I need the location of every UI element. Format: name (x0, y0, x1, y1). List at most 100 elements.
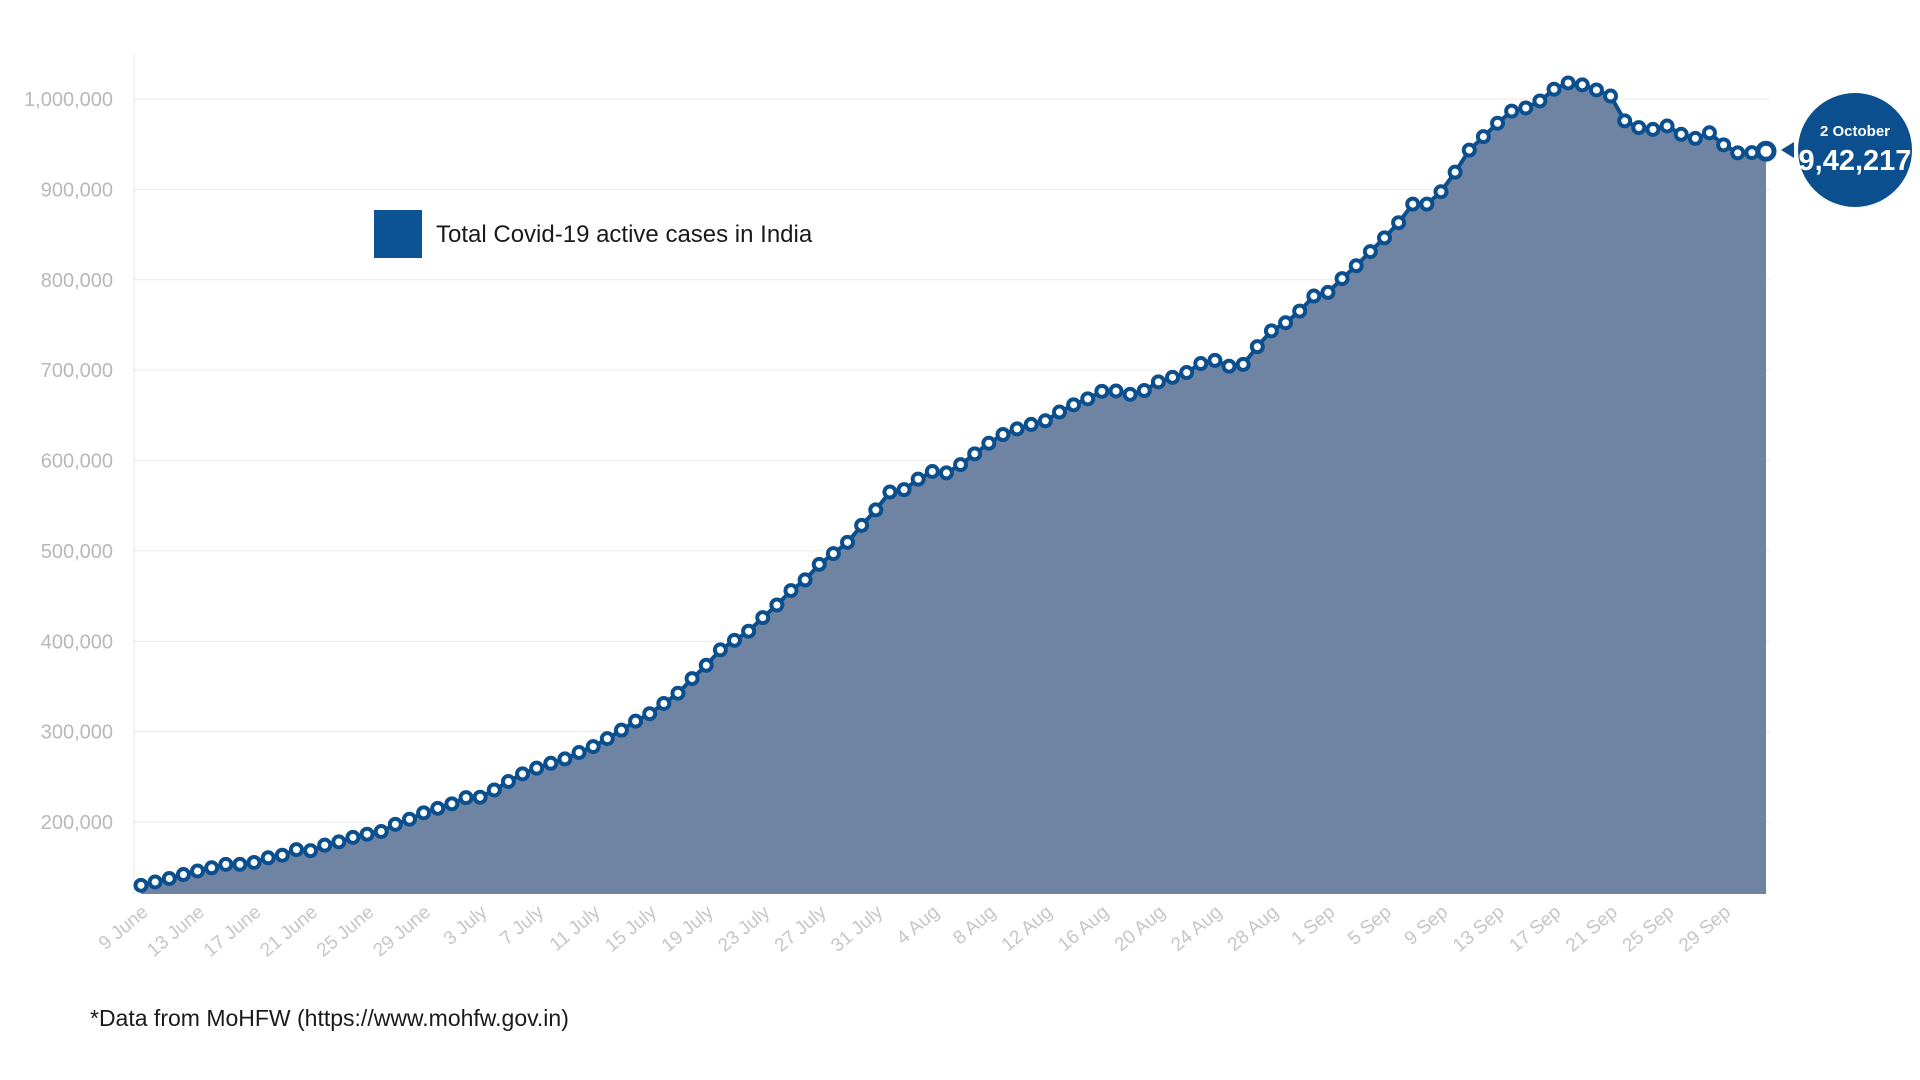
data-point (769, 597, 785, 613)
data-point (1221, 358, 1237, 374)
x-tick-label: 23 July (714, 901, 774, 956)
data-point (995, 427, 1011, 443)
x-tick-label: 16 Aug (1054, 902, 1113, 956)
data-point (1320, 284, 1336, 300)
data-point (1716, 137, 1732, 153)
data-point (161, 871, 177, 887)
data-point (755, 610, 771, 626)
data-point (1051, 404, 1067, 420)
callout: 2 October 9,42,217 (1781, 93, 1912, 207)
data-point (1023, 416, 1039, 432)
data-point (1207, 352, 1223, 368)
data-point (1617, 113, 1633, 129)
data-point (1730, 145, 1746, 161)
x-tick-label: 28 Aug (1224, 902, 1283, 956)
x-tick-label: 15 July (601, 901, 661, 956)
data-point (1334, 271, 1350, 287)
x-tick-label: 12 Aug (998, 902, 1057, 956)
data-point (204, 860, 220, 876)
data-point (698, 657, 714, 673)
x-tick-label: 29 Sep (1675, 902, 1735, 957)
data-point (557, 751, 573, 767)
x-tick-label: 13 June (143, 902, 208, 962)
data-point (1193, 356, 1209, 372)
data-point (1701, 125, 1717, 141)
data-point (868, 502, 884, 518)
data-point (246, 854, 262, 870)
data-point (1066, 397, 1082, 413)
y-tick-label: 300,000 (41, 722, 113, 744)
data-point (938, 465, 954, 481)
data-point (1009, 421, 1025, 437)
data-point (1263, 323, 1279, 339)
data-point (1755, 140, 1777, 162)
data-point (373, 824, 389, 840)
data-point (1673, 126, 1689, 142)
data-point (585, 739, 601, 755)
data-point (1235, 356, 1251, 372)
data-point (1080, 391, 1096, 407)
data-point (416, 805, 432, 821)
data-point (345, 829, 361, 845)
data-points (133, 75, 1777, 893)
data-point (953, 457, 969, 473)
data-point (147, 874, 163, 890)
x-tick-label: 27 July (771, 901, 831, 956)
y-tick-label: 500,000 (41, 541, 113, 563)
data-point (1588, 82, 1604, 98)
data-point (430, 800, 446, 816)
legend-swatch (374, 210, 422, 258)
data-point (712, 642, 728, 658)
data-point (288, 842, 304, 858)
data-point (1659, 118, 1675, 134)
data-point (1094, 383, 1110, 399)
x-tick-label: 21 June (256, 902, 321, 962)
data-point (726, 632, 742, 648)
x-tick-label: 21 Sep (1562, 902, 1622, 957)
data-point (1532, 93, 1548, 109)
x-tick-label: 20 Aug (1111, 902, 1170, 956)
callout-badge (1798, 93, 1912, 207)
data-point (1122, 386, 1138, 402)
data-point (1136, 383, 1152, 399)
data-point (1391, 215, 1407, 231)
data-point (1292, 303, 1308, 319)
area-fill (141, 83, 1766, 894)
grid-lines (134, 98, 1770, 823)
data-point (1108, 383, 1124, 399)
data-point (825, 546, 841, 562)
data-point (1179, 365, 1195, 381)
x-tick-label: 9 Sep (1401, 902, 1453, 950)
x-tick-label: 29 June (370, 902, 435, 962)
data-point (811, 556, 827, 572)
x-tick-label: 25 June (313, 902, 378, 962)
data-point (1475, 129, 1491, 145)
data-point (1631, 120, 1647, 136)
data-point (359, 826, 375, 842)
data-point (331, 834, 347, 850)
footnote: *Data from MoHFW (https://www.mohfw.gov.… (90, 1005, 569, 1031)
data-point (1037, 413, 1053, 429)
data-point (1348, 258, 1364, 274)
data-point (218, 856, 234, 872)
data-point (840, 534, 856, 550)
data-point (1150, 374, 1166, 390)
data-point (797, 572, 813, 588)
data-point (656, 695, 672, 711)
data-point (133, 877, 149, 893)
data-point (444, 796, 460, 812)
data-point (401, 811, 417, 827)
data-point (981, 435, 997, 451)
x-tick-label: 3 July (440, 901, 492, 949)
y-tick-label: 400,000 (41, 631, 113, 653)
data-point (1490, 115, 1506, 131)
x-tick-label: 4 Aug (893, 902, 944, 949)
data-point (1278, 315, 1294, 331)
data-point (500, 773, 516, 789)
data-point (529, 760, 545, 776)
data-point (882, 484, 898, 500)
y-tick-label: 700,000 (41, 360, 113, 382)
data-point (190, 863, 206, 879)
